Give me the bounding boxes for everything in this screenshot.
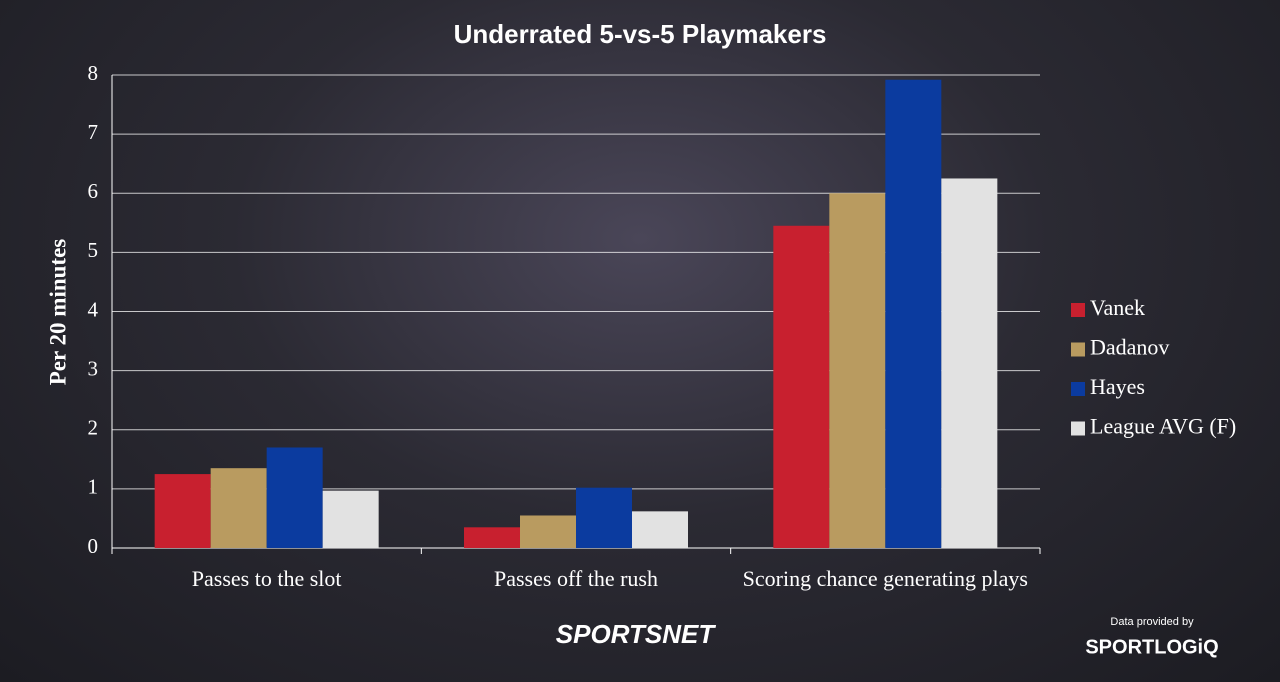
bar <box>520 515 576 548</box>
credit: Data provided by <box>1110 616 1194 628</box>
y-tick-label: 4 <box>88 297 99 321</box>
x-tick-label: Passes off the rush <box>494 566 658 591</box>
bar <box>632 511 688 548</box>
bar <box>885 79 942 548</box>
y-axis-label: Per 20 minutes <box>45 239 70 386</box>
bar <box>941 178 998 548</box>
legend-label: Vanek <box>1090 295 1145 320</box>
y-tick-label: 8 <box>88 61 99 85</box>
legend-label: League AVG (F) <box>1090 414 1236 439</box>
legend-label: Dadanov <box>1090 335 1169 360</box>
y-tick-label: 2 <box>88 416 99 440</box>
legend-swatch <box>1071 342 1085 357</box>
bar <box>322 490 379 548</box>
bar <box>464 527 520 548</box>
bar <box>773 225 830 549</box>
y-tick-label: 6 <box>88 179 99 203</box>
y-tick-label: 0 <box>88 534 99 558</box>
logo: SPORTSNET <box>556 619 717 649</box>
bar <box>210 468 267 548</box>
legend-swatch <box>1071 382 1085 396</box>
chart-title: Underrated 5-vs-5 Playmakers <box>454 19 827 49</box>
credit-logo: SPORTLOGiQ <box>1085 636 1218 658</box>
bar <box>829 193 886 548</box>
legend-swatch <box>1071 421 1085 436</box>
y-tick-label: 7 <box>88 120 99 144</box>
legend-swatch <box>1071 303 1085 317</box>
y-tick-label: 5 <box>88 238 99 262</box>
x-tick-label: Passes to the slot <box>191 566 342 591</box>
legend-label: Hayes <box>1090 374 1145 399</box>
bar <box>154 474 211 548</box>
x-tick-label: Scoring chance generating plays <box>742 566 1028 591</box>
y-tick-label: 1 <box>88 475 99 499</box>
y-tick-label: 3 <box>88 356 99 380</box>
bar <box>266 447 323 548</box>
bar <box>576 487 632 548</box>
